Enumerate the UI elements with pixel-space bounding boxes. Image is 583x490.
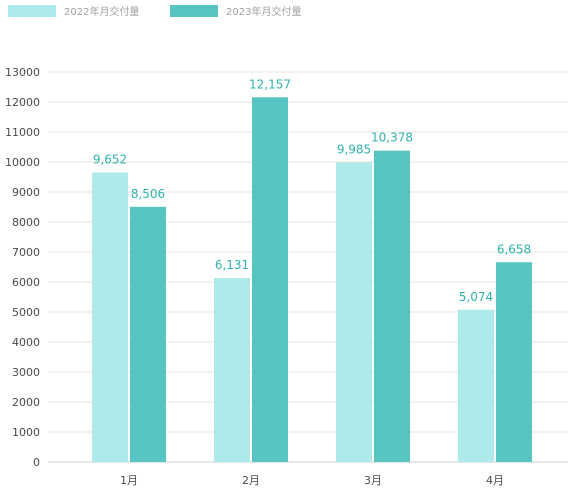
y-axis-ticks: 0 1000 2000 3000 4000 5000 6000 7000 8000 9000 100… (5, 66, 40, 469)
bar-value-label: 8,506 (131, 187, 165, 201)
y-tick-label: 3000 (12, 366, 40, 379)
bar-series1-4 (458, 309, 494, 462)
y-tick-label: 12000 (5, 96, 40, 109)
bar-value-label: 10,378 (371, 131, 413, 145)
y-tick-label: 11000 (5, 126, 40, 139)
y-tick-label: 9000 (12, 186, 40, 199)
bar-series1-2 (214, 278, 250, 462)
bar-series2-4 (496, 262, 532, 462)
y-tick-label: 1000 (12, 426, 40, 439)
x-tick-label: 2月 (242, 474, 260, 487)
bar-value-label: 9,652 (93, 152, 127, 166)
y-tick-label: 4000 (12, 336, 40, 349)
x-tick-label: 4月 (486, 474, 504, 487)
y-tick-label: 0 (33, 456, 40, 469)
y-tick-label: 8000 (12, 216, 40, 229)
legend-swatch-2 (170, 5, 218, 17)
y-tick-label: 6000 (12, 276, 40, 289)
bar-series2-1 (130, 206, 166, 462)
legend-swatch-1 (8, 5, 56, 17)
bar-series2-2 (252, 97, 288, 462)
x-tick-label: 3月 (364, 474, 382, 487)
y-tick-label: 2000 (12, 396, 40, 409)
bar-value-label: 12,157 (249, 77, 291, 91)
x-tick-label: 1月 (120, 474, 138, 487)
y-tick-label: 7000 (12, 246, 40, 259)
bars (92, 97, 532, 462)
legend-label-1: 2022年月交付量 (64, 5, 139, 18)
bar-value-label: 9,985 (337, 142, 371, 156)
legend-label-2: 2023年月交付量 (226, 5, 301, 18)
y-tick-label: 13000 (5, 66, 40, 79)
bar-value-label: 6,658 (497, 242, 531, 256)
y-tick-label: 10000 (5, 156, 40, 169)
bar-series2-3 (374, 150, 410, 462)
bar-series1-3 (336, 162, 372, 462)
bar-value-label: 6,131 (215, 258, 249, 272)
bar-series1-1 (92, 172, 128, 462)
y-tick-label: 5000 (12, 306, 40, 319)
bar-value-label: 5,074 (459, 290, 493, 304)
legend: 2022年月交付量 2023年月交付量 (8, 5, 301, 18)
